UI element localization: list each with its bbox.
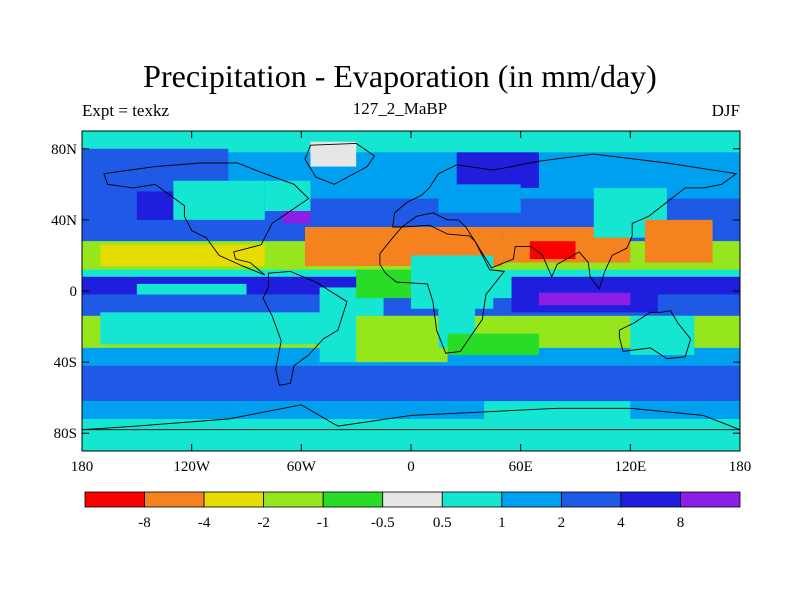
coastline-6 [81, 404, 741, 431]
field-region-22 [356, 315, 448, 363]
colorbar-swatch-6 [441, 491, 503, 508]
colorbar-swatch-7 [501, 491, 562, 508]
y-tick-label: 40N [51, 213, 77, 229]
colorbar-swatch-3 [263, 491, 324, 508]
x-tick-label: 180 [71, 459, 94, 475]
coastline-0 [103, 162, 310, 276]
colorbar-label: -1 [317, 515, 330, 531]
y-tick-label: 80S [54, 426, 77, 442]
x-tick-label: 60E [509, 459, 533, 475]
experiment-label: Expt = texkz [82, 101, 170, 120]
colorbar-label: -2 [257, 515, 270, 531]
coastline-5 [618, 310, 692, 360]
field-region-31 [538, 292, 631, 306]
season-label: DJF [711, 101, 740, 120]
field-region-29 [644, 219, 713, 263]
field-region-36 [484, 401, 631, 441]
x-tick-label: 0 [407, 459, 415, 475]
colorbar-label: 1 [498, 515, 506, 531]
colorbar-swatch-10 [680, 491, 741, 508]
colorbar-label: -0.5 [371, 515, 395, 531]
colorbar-swatch-2 [203, 491, 265, 508]
colorbar-label: 8 [677, 515, 685, 531]
coastline-3 [392, 153, 738, 291]
colorbar-swatch-4 [322, 491, 384, 508]
chart-title: Precipitation - Evaporation (in mm/day) [143, 58, 657, 94]
field-region-10 [82, 365, 740, 402]
y-tick-label: 40S [54, 355, 77, 371]
field-region-11 [82, 401, 740, 419]
field-region-4 [100, 244, 265, 267]
colorbar-swatch-8 [560, 491, 622, 508]
field-region-34 [447, 333, 539, 355]
x-tick-label: 120W [173, 459, 211, 475]
colorbar-label: 2 [558, 515, 566, 531]
x-tick-label: 180 [729, 459, 752, 475]
field-region-24 [456, 152, 539, 188]
x-tick-label: 60W [287, 459, 317, 475]
coastline-1 [304, 142, 376, 185]
y-tick-label: 0 [70, 284, 78, 300]
coastline-4 [379, 224, 506, 354]
field-region-15 [310, 141, 357, 167]
colorbar-label: -4 [198, 515, 211, 531]
field-region-17 [264, 180, 311, 211]
coastline-2 [262, 270, 348, 386]
colorbar-swatch-1 [144, 491, 205, 508]
field-region-25 [438, 184, 521, 213]
colorbar-label: -8 [138, 515, 151, 531]
colorbar-label: 4 [617, 515, 625, 531]
field-region-33 [630, 315, 695, 355]
field-region-37 [292, 433, 357, 451]
field-region-16 [173, 180, 265, 220]
time-label: 127_2_MaBP [352, 99, 448, 118]
x-tick-label: 120E [614, 459, 646, 475]
y-tick-label: 80N [51, 142, 77, 158]
colorbar-swatch-5 [382, 491, 443, 508]
field-region-6 [136, 283, 247, 295]
field-region-35 [100, 312, 320, 345]
colorbar-label: 0.5 [433, 515, 452, 531]
colorbar-swatch-9 [620, 491, 681, 508]
colorbar-swatch-0 [84, 491, 145, 508]
field-region-32 [484, 273, 512, 299]
